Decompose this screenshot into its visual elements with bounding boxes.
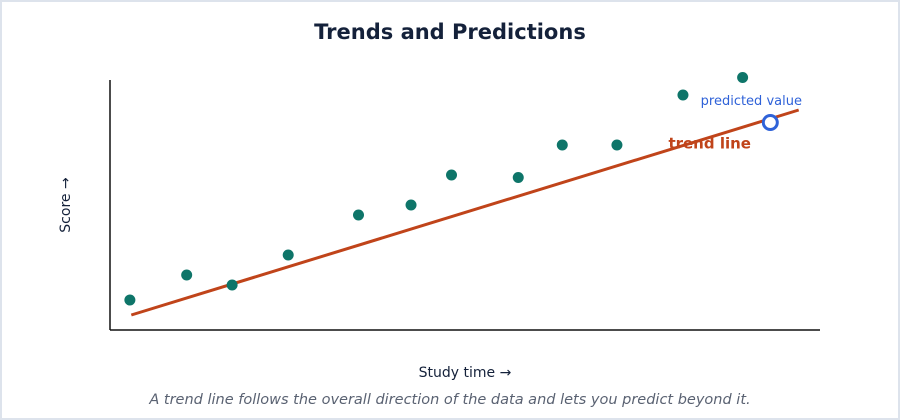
prediction-label: predicted value xyxy=(701,94,802,109)
data-point xyxy=(353,209,364,221)
data-point xyxy=(512,172,524,183)
data-point xyxy=(446,169,458,181)
prediction-point xyxy=(761,114,779,131)
chart-title: Trends and Predictions xyxy=(314,20,586,44)
data-point xyxy=(737,72,749,83)
data-point xyxy=(677,89,689,101)
caption: A trend line follows the overall directi… xyxy=(148,392,750,408)
trend-line-label: trend line xyxy=(668,135,751,153)
y-axis-label: Score → xyxy=(58,177,74,233)
data-point xyxy=(181,269,193,281)
data-point xyxy=(124,294,136,306)
data-point xyxy=(282,249,294,261)
data-point xyxy=(611,139,623,151)
data-point xyxy=(226,279,238,291)
data-point xyxy=(556,139,568,151)
x-axis-label: Study time → xyxy=(419,365,512,381)
data-point xyxy=(405,199,417,211)
trend-line xyxy=(130,108,800,317)
